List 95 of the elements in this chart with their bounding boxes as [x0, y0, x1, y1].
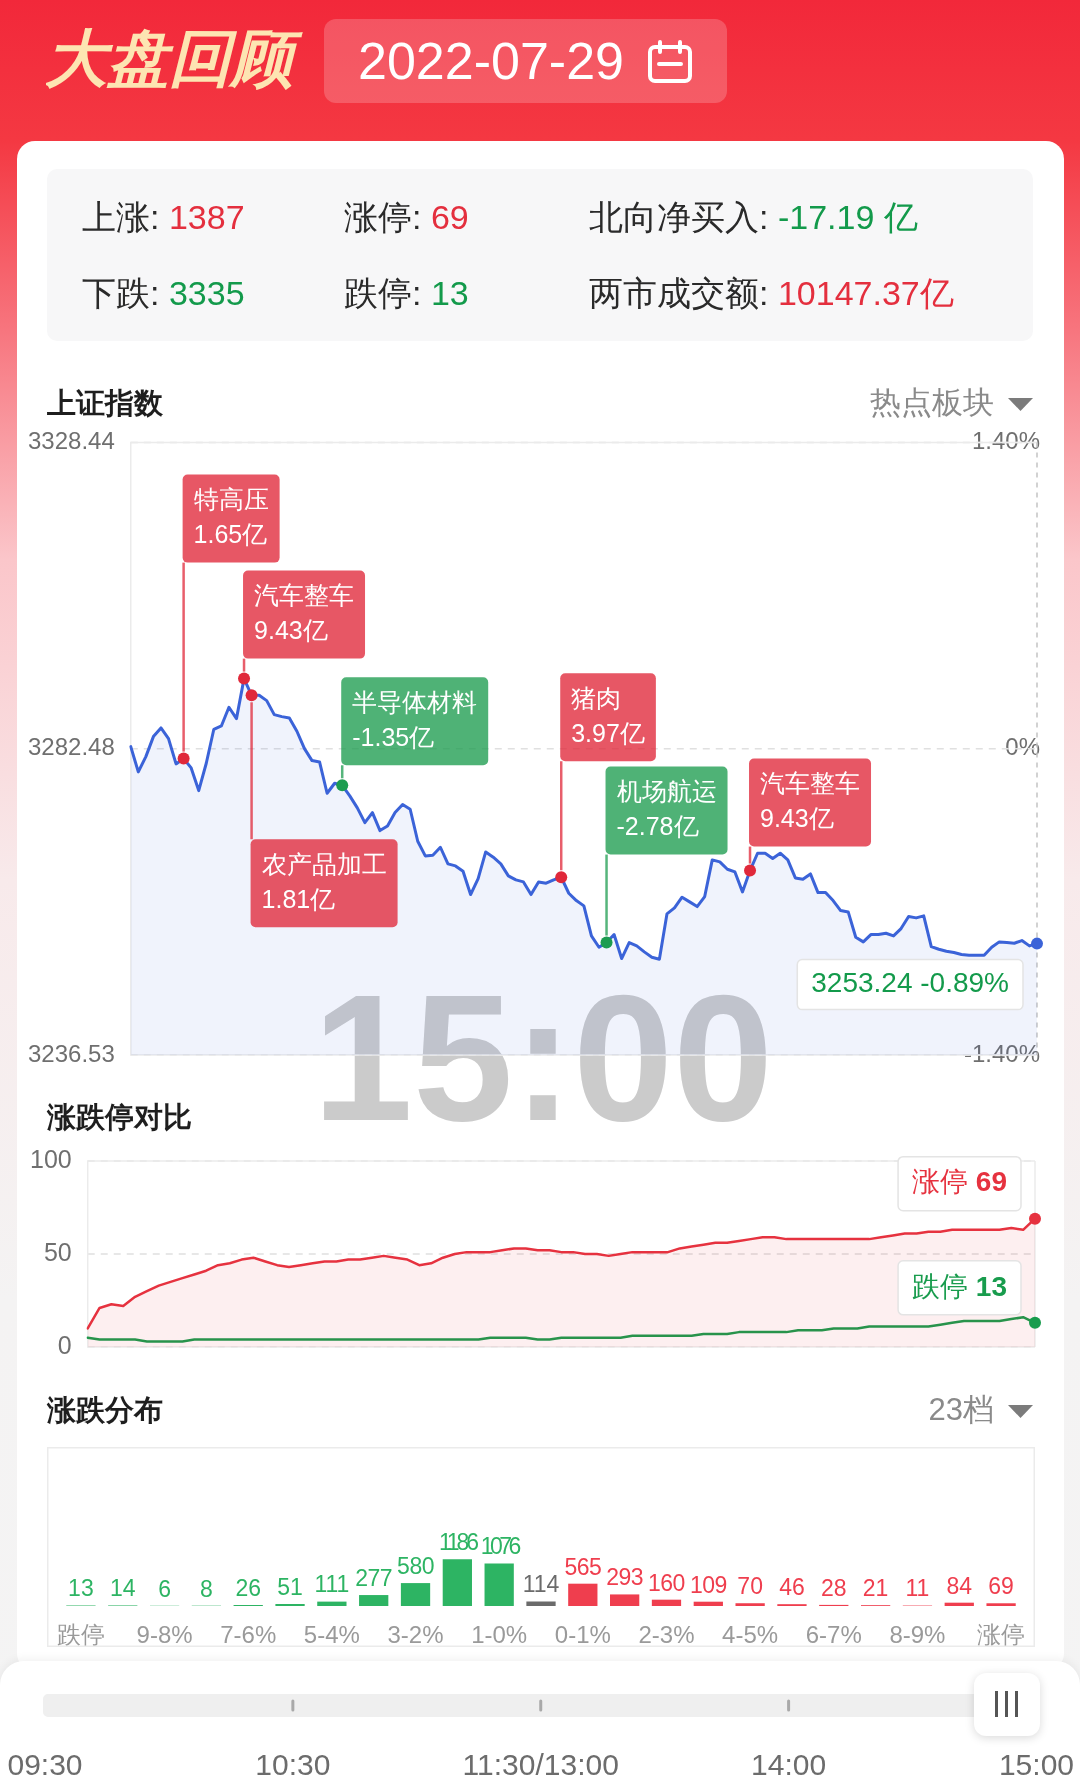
data-label: 84 [946, 1572, 973, 1599]
data-label: 28 [820, 1574, 847, 1601]
x-tick-label: 8-9% [889, 1621, 946, 1649]
data-label: 11 [905, 1575, 930, 1602]
text: 23档 [928, 1392, 994, 1428]
bar [735, 1603, 765, 1606]
y-tick-label: 3328.44 [27, 427, 115, 455]
chart-title: 涨跌分布 [47, 1393, 163, 1428]
annotation: 农产品加工 1.81亿 [261, 849, 387, 913]
point [177, 752, 190, 765]
y-tick-label: 3282.48 [27, 733, 115, 761]
date-field: 2022-07-29 [324, 19, 727, 103]
text: 北向净买入: -17.19 亿 [589, 198, 918, 236]
bar [944, 1602, 974, 1606]
x-tick-label: 涨停 [977, 1621, 1026, 1649]
bar [568, 1583, 598, 1606]
y-tick-label: 50 [43, 1237, 72, 1266]
category-label: 15:00 [998, 1748, 1074, 1780]
x-tick-label: 1-0% [471, 1621, 528, 1649]
data-label: 114 [522, 1571, 560, 1598]
x-tick-label: 2-3% [638, 1621, 695, 1649]
point [1031, 937, 1043, 950]
x-tick-label: 7-6% [220, 1621, 277, 1649]
y-tick-label: 0 [57, 1330, 72, 1359]
data-label: 69 [988, 1573, 1014, 1600]
data-label: 46 [779, 1574, 805, 1601]
data-label: 109 [689, 1571, 727, 1598]
chart-title: 涨跌停对比 [47, 1100, 192, 1135]
y2-tick-label: 0% [1005, 733, 1040, 761]
point [600, 936, 613, 949]
point [238, 672, 251, 685]
annotation: 特高压 1.65亿 [193, 484, 269, 548]
data-label: 6 [158, 1575, 171, 1602]
point [245, 689, 258, 702]
data-label: 160 [648, 1569, 685, 1596]
x-tick-label: 9-8% [136, 1621, 193, 1649]
x-tick-label: 4-5% [722, 1621, 779, 1649]
data-label: 580 [397, 1552, 434, 1579]
data-label: 13 [975, 1270, 1008, 1302]
x-tick-label: 6-7% [805, 1621, 862, 1649]
data-label: 14 [109, 1575, 136, 1602]
x-tick-label: 跌停 [56, 1621, 105, 1649]
bar [484, 1563, 514, 1606]
data-label: 111 [314, 1571, 350, 1598]
data-label: 70 [737, 1573, 763, 1600]
data-label: 8 [199, 1575, 213, 1602]
text: 下跌: 3335 [82, 274, 245, 312]
chart-title: 上证指数 [47, 386, 163, 421]
bar [359, 1595, 389, 1606]
data-label: 26 [235, 1574, 262, 1601]
category-label: 09:30 [7, 1748, 83, 1780]
data-label: 565 [564, 1553, 602, 1580]
text: 两市成交额: 10147.37亿 [589, 274, 954, 312]
series-label: 涨停 [912, 1166, 969, 1198]
category-label: 10:30 [255, 1748, 331, 1780]
text: 涨停: 69 [344, 198, 469, 236]
annotation: 汽车整车 9.43亿 [254, 581, 355, 645]
category-label: 14:00 [751, 1748, 827, 1780]
bar [986, 1603, 1016, 1606]
category-label: 11:30/13:00 [462, 1748, 619, 1780]
data-label: 1076 [480, 1533, 521, 1560]
annotation: 半导体材料 -1.35亿 [352, 687, 478, 751]
text: 跌停: 13 [344, 274, 469, 312]
bar [400, 1583, 431, 1606]
x-tick-label: 0-1% [554, 1621, 611, 1649]
data-label: 21 [862, 1575, 889, 1602]
bar [693, 1601, 723, 1606]
bar [526, 1601, 556, 1606]
data-label: 1186 [438, 1529, 479, 1555]
data-label: 277 [355, 1564, 393, 1591]
point [336, 779, 349, 792]
bar [275, 1603, 305, 1606]
x-tick-label: 3-2% [387, 1621, 444, 1649]
bar [317, 1601, 347, 1606]
annotation: 机场航运 -2.78亿 [616, 776, 717, 840]
data-label: 69 [975, 1166, 1008, 1198]
x-tick-label: 5-4% [303, 1621, 360, 1649]
data-label: 293 [606, 1564, 644, 1591]
data-label: 51 [277, 1573, 303, 1600]
point [744, 864, 757, 877]
data-label: 13 [68, 1575, 94, 1602]
data-label: 3253.24 -0.89% [811, 967, 1010, 999]
y2-tick-label: -1.40% [963, 1039, 1040, 1067]
bar [610, 1594, 640, 1606]
annotation: 汽车整车 9.43亿 [760, 768, 861, 832]
text: 热点板块 [870, 385, 994, 421]
y-tick-label: 3236.53 [27, 1039, 115, 1067]
bar [442, 1559, 472, 1606]
text: 上涨: 1387 [82, 198, 245, 236]
series-label: 跌停 [912, 1270, 969, 1302]
y-tick-label: 100 [29, 1144, 72, 1173]
y2-tick-label: 1.40% [971, 427, 1040, 455]
bar [651, 1599, 682, 1606]
point [555, 871, 568, 884]
annotation: 猪肉 3.97亿 [571, 683, 645, 747]
